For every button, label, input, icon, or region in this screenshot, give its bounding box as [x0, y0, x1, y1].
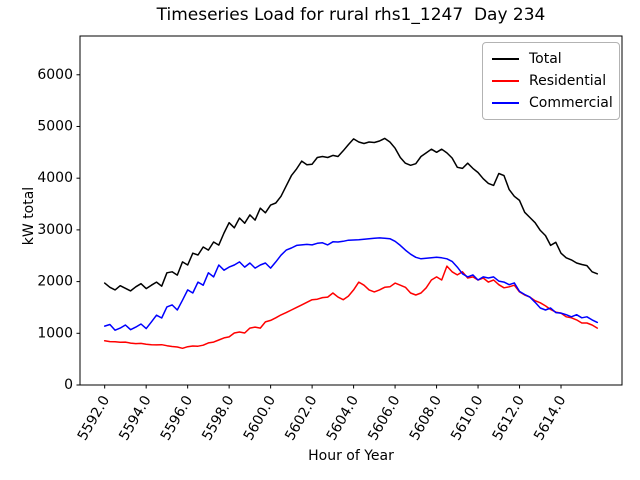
y-tick-label: 5000 [37, 118, 73, 134]
total-line [103, 137, 599, 292]
residential-line-swatch [492, 80, 519, 82]
legend-label-commercial: Commercial [529, 95, 613, 111]
legend-item-total: Total [492, 48, 619, 70]
y-tick-label: 1000 [37, 325, 73, 341]
total-line-swatch [492, 58, 519, 60]
x-tick-label: 5614.0 [531, 393, 569, 443]
commercial-line [103, 237, 599, 331]
axes-frame [79, 35, 623, 386]
commercial-line-swatch [492, 102, 519, 104]
x-tick-label: 5592.0 [75, 393, 113, 443]
x-tick-label: 5612.0 [490, 393, 528, 443]
y-axis-label: kW total [21, 186, 37, 246]
y-tick-label: 6000 [37, 67, 73, 83]
x-tick-label: 5602.0 [282, 393, 320, 443]
x-tick-label: 5608.0 [407, 393, 445, 443]
legend-label-residential: Residential [529, 73, 607, 89]
x-tick-label: 5596.0 [158, 393, 196, 443]
residential-line [103, 265, 599, 350]
legend-item-residential: Residential [492, 70, 619, 92]
x-tick-label: 5604.0 [324, 393, 362, 443]
x-tick-label: 5606.0 [365, 393, 403, 443]
legend-item-commercial: Commercial [492, 92, 619, 114]
legend: Total Residential Commercial [482, 42, 620, 120]
chart-title: Timeseries Load for rural rhs1_1247 Day … [156, 5, 546, 25]
y-tick-label: 4000 [37, 170, 73, 186]
y-tick-label: 2000 [37, 274, 73, 290]
legend-label-total: Total [529, 51, 562, 67]
x-axis-label: Hour of Year [308, 448, 394, 464]
y-tick-label: 3000 [37, 222, 73, 238]
x-tick-label: 5598.0 [199, 393, 237, 443]
x-tick-label: 5600.0 [241, 393, 279, 443]
y-tick-label: 0 [64, 377, 73, 393]
x-tick-label: 5594.0 [116, 393, 154, 443]
x-tick-label: 5610.0 [448, 393, 486, 443]
